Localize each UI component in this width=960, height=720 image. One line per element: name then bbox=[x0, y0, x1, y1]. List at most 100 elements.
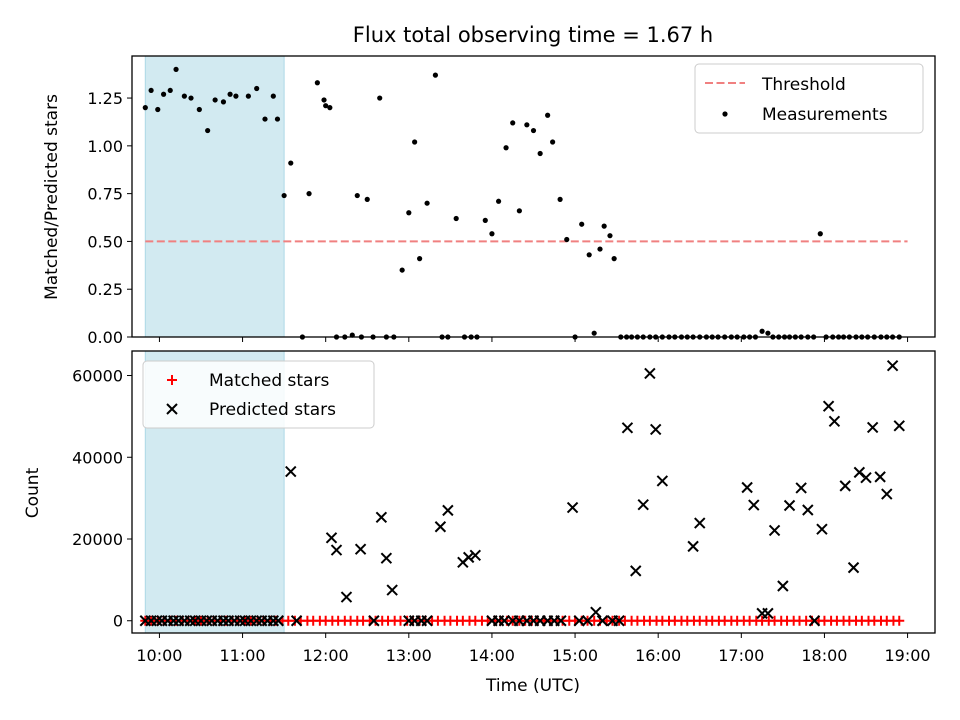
measurement-point bbox=[354, 192, 360, 199]
predicted-star-point bbox=[354, 543, 367, 555]
predicted-star-point bbox=[184, 615, 196, 627]
predicted-star-point bbox=[434, 521, 447, 533]
predicted-star-point bbox=[167, 615, 180, 627]
measurement-point bbox=[591, 330, 597, 336]
predicted-star-point bbox=[590, 606, 602, 618]
measurement-point bbox=[314, 80, 320, 86]
predicted-star-point bbox=[621, 422, 634, 434]
x-tick-label: 12:00 bbox=[303, 646, 349, 665]
measurement-point bbox=[181, 93, 187, 99]
top-y-tick-label: 0.00 bbox=[87, 328, 123, 347]
predicted-star-point bbox=[866, 421, 879, 434]
predicted-star-point bbox=[217, 615, 230, 627]
predicted-star-point bbox=[368, 615, 380, 627]
measurement-point bbox=[281, 192, 287, 199]
predicted-star-point bbox=[828, 415, 841, 428]
legend-predicted-label: Predicted stars bbox=[209, 400, 336, 420]
x-tick-label: 18:00 bbox=[801, 646, 847, 665]
predicted-star-point bbox=[498, 615, 511, 627]
bottom-y-ticks: 0 20000 40000 60000 bbox=[72, 367, 132, 631]
measurement-point bbox=[482, 217, 488, 223]
predicted-star-point bbox=[151, 615, 163, 627]
bottom-y-axis-label: Count bbox=[23, 467, 43, 518]
predicted-star-point bbox=[656, 475, 669, 487]
measurement-point bbox=[399, 267, 405, 273]
measurement-point bbox=[274, 116, 281, 122]
legend-measurements-swatch bbox=[722, 111, 728, 117]
predicted-star-point bbox=[694, 517, 706, 529]
predicted-star-point bbox=[886, 360, 899, 372]
predicted-star-point bbox=[375, 511, 388, 524]
measurement-point bbox=[530, 127, 537, 134]
predicted-star-point bbox=[649, 423, 662, 436]
predicted-star-point bbox=[462, 551, 475, 564]
predicted-star-point bbox=[442, 504, 454, 517]
predicted-star-point bbox=[421, 615, 433, 627]
top-y-ticks: 0.00 0.25 0.50 0.75 1.00 1.25 bbox=[87, 89, 132, 347]
measurement-point bbox=[611, 256, 617, 262]
bottom-y-tick-label: 0 bbox=[113, 612, 123, 631]
measurement-point bbox=[510, 120, 516, 126]
measurement-point bbox=[233, 93, 239, 99]
legend-measurements-label: Measurements bbox=[762, 105, 888, 125]
measurement-point bbox=[406, 210, 412, 216]
predicted-star-point bbox=[748, 499, 760, 511]
top-x-ticks bbox=[158, 337, 909, 342]
legend-matched-label: Matched stars bbox=[209, 371, 329, 391]
matched-star-point bbox=[894, 615, 905, 626]
measurement-point bbox=[503, 145, 509, 151]
predicted-star-point bbox=[768, 524, 781, 537]
predicted-star-point bbox=[573, 615, 585, 627]
bottom-y-tick-label: 40000 bbox=[72, 448, 123, 467]
predicted-stars-points bbox=[139, 360, 905, 627]
measurement-point bbox=[564, 236, 570, 243]
measurement-point bbox=[524, 122, 530, 128]
predicted-star-point bbox=[330, 544, 343, 556]
bottom-x-ticks: 10:00 11:00 12:00 13:00 14:00 15:00 16:00 17:00… bbox=[136, 633, 931, 665]
x-tick-label: 16:00 bbox=[635, 646, 681, 665]
predicted-star-point bbox=[630, 565, 642, 577]
predicted-star-point bbox=[566, 501, 579, 514]
measurement-point bbox=[765, 330, 771, 336]
predicted-star-point bbox=[272, 615, 285, 627]
measurement-point bbox=[155, 106, 161, 113]
measurement-point bbox=[196, 106, 202, 113]
x-tick-label: 19:00 bbox=[885, 646, 931, 665]
predicted-star-point bbox=[285, 465, 297, 478]
x-tick-label: 10:00 bbox=[136, 646, 182, 665]
measurement-point bbox=[167, 87, 173, 94]
x-tick-label: 17:00 bbox=[718, 646, 764, 665]
measurement-point bbox=[545, 112, 551, 118]
predicted-star-point bbox=[893, 420, 905, 432]
measurement-point bbox=[412, 139, 418, 145]
predicted-star-point bbox=[380, 552, 393, 564]
top-y-tick-label: 1.00 bbox=[87, 137, 123, 156]
legend-matched-marker bbox=[167, 375, 177, 385]
measurement-point bbox=[432, 72, 439, 78]
top-y-axis-label: Matched/Predicted stars bbox=[42, 94, 62, 300]
predicted-star-point bbox=[234, 615, 246, 627]
predicted-star-point bbox=[325, 532, 338, 544]
predicted-star-point bbox=[613, 615, 625, 627]
measurement-point bbox=[160, 91, 167, 97]
legend-predicted-marker bbox=[166, 403, 178, 415]
measurement-point bbox=[364, 196, 370, 202]
legend-matched-swatch bbox=[167, 375, 177, 385]
measurement-point bbox=[377, 95, 383, 101]
predicted-star-point bbox=[762, 607, 774, 620]
predicted-star-point bbox=[881, 488, 893, 500]
measurement-point bbox=[306, 191, 312, 197]
predicted-star-point bbox=[637, 498, 649, 511]
bottom-legend-box bbox=[142, 360, 375, 429]
predicted-star-point bbox=[250, 615, 263, 627]
bottom-y-tick-label: 20000 bbox=[72, 530, 123, 549]
measurement-point bbox=[550, 139, 556, 145]
top-y-tick-label: 0.75 bbox=[87, 185, 123, 204]
top-panel: 0.00 0.25 0.50 0.75 1.00 1.25 Matched/Predict… bbox=[42, 55, 936, 347]
predicted-star-point bbox=[777, 580, 789, 592]
predicted-star-point bbox=[267, 615, 280, 627]
predicted-star-point bbox=[816, 523, 828, 535]
top-legend: Threshold Measurements bbox=[694, 63, 924, 134]
measurement-point bbox=[148, 87, 154, 94]
